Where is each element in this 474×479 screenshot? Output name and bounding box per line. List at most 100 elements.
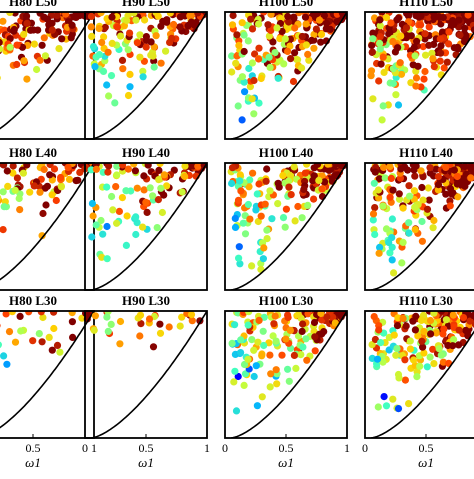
- scatter-point: [417, 13, 424, 20]
- scatter-point: [420, 328, 427, 335]
- scatter-point: [272, 313, 279, 320]
- scatter-point: [241, 31, 248, 38]
- scatter-point: [123, 242, 130, 249]
- scatter-point: [275, 180, 282, 187]
- scatter-point: [57, 174, 64, 181]
- scatter-point: [303, 161, 310, 168]
- scatter-point: [298, 64, 305, 71]
- panel-plot-area: [228, 8, 349, 139]
- scatter-point: [267, 383, 274, 390]
- panel: H100 L50: [225, 0, 349, 139]
- scatter-point: [91, 327, 98, 334]
- scatter-point: [407, 337, 414, 344]
- scatter-point: [258, 75, 265, 82]
- scatter-point: [105, 328, 112, 335]
- scatter-point: [299, 344, 306, 351]
- scatter-point: [42, 52, 49, 59]
- scatter-point: [116, 208, 123, 215]
- scatter-point: [17, 327, 24, 334]
- panel-plot-area: [0, 159, 97, 290]
- scatter-point: [20, 170, 27, 177]
- scatter-point: [407, 345, 414, 352]
- scatter-point: [405, 219, 412, 226]
- scatter-point: [119, 57, 126, 64]
- scatter-point: [292, 365, 299, 372]
- scatter-point: [311, 333, 318, 340]
- scatter-point: [376, 40, 383, 47]
- scatter-point: [280, 60, 287, 67]
- scatter-point: [412, 326, 419, 333]
- scatter-point: [125, 46, 132, 53]
- scatter-point: [371, 313, 378, 320]
- scatter-point: [294, 203, 301, 210]
- scatter-point: [29, 337, 36, 344]
- scatter-point: [150, 343, 157, 350]
- scatter-point: [54, 342, 61, 349]
- scatter-point: [369, 49, 376, 56]
- scatter-point: [282, 224, 289, 231]
- scatter-point: [39, 338, 46, 345]
- scatter-point: [251, 373, 258, 380]
- scatter-point: [258, 213, 265, 220]
- scatter-point: [419, 238, 426, 245]
- scatter-point: [461, 25, 468, 32]
- scatter-point: [241, 382, 248, 389]
- scatter-point: [410, 356, 417, 363]
- scatter-point: [394, 44, 401, 51]
- panel: H110 L50: [365, 0, 474, 139]
- scatter-point: [427, 317, 434, 324]
- scatter-point: [141, 16, 148, 23]
- scatter-point: [244, 356, 251, 363]
- scatter-point: [437, 35, 444, 42]
- scatter-point: [240, 220, 247, 227]
- scatter-point: [247, 16, 254, 23]
- panel-plot-area: [0, 9, 97, 139]
- scatter-point: [369, 35, 376, 42]
- scatter-point: [395, 14, 402, 21]
- x-tick-label: 0.5: [279, 441, 294, 455]
- scatter-point: [285, 314, 292, 321]
- scatter-point: [143, 44, 150, 51]
- panel-title: H110 L40: [399, 145, 453, 160]
- scatter-point: [16, 195, 23, 202]
- scatter-point: [418, 218, 425, 225]
- scatter-point: [323, 25, 330, 32]
- scatter-point: [10, 28, 17, 35]
- scatter-point: [426, 23, 433, 30]
- scatter-point: [284, 366, 291, 373]
- scatter-point: [454, 44, 461, 51]
- scatter-point: [324, 161, 331, 168]
- scatter-point: [66, 176, 73, 183]
- scatter-point: [189, 317, 196, 324]
- scatter-point: [318, 186, 325, 193]
- scatter-point: [249, 95, 256, 102]
- scatter-point: [376, 16, 383, 23]
- scatter-point: [464, 329, 471, 336]
- scatter-point: [332, 161, 339, 168]
- scatter-point: [116, 340, 123, 347]
- scatter-point: [409, 318, 416, 325]
- scatter-point: [108, 193, 115, 200]
- scatter-point: [176, 23, 183, 30]
- scatter-point: [443, 316, 450, 323]
- scatter-point: [299, 33, 306, 40]
- scatter-point: [12, 339, 19, 346]
- scatter-point: [467, 174, 474, 181]
- scatter-point: [155, 167, 162, 174]
- scatter-point: [92, 312, 99, 319]
- scatter-point: [382, 174, 389, 181]
- panel-plot-area: [0, 308, 96, 438]
- scatter-point: [167, 9, 174, 16]
- scatter-point: [295, 311, 302, 318]
- scatter-point: [435, 173, 442, 180]
- scatter-point: [255, 55, 262, 62]
- scatter-point: [249, 59, 256, 66]
- scatter-point: [51, 165, 58, 172]
- scatter-point: [162, 48, 169, 55]
- scatter-point: [318, 31, 325, 38]
- scatter-point: [69, 309, 76, 316]
- scatter-point: [288, 191, 295, 198]
- scatter-point: [260, 342, 267, 349]
- scatter-point: [113, 220, 120, 227]
- scatter-point: [142, 199, 149, 206]
